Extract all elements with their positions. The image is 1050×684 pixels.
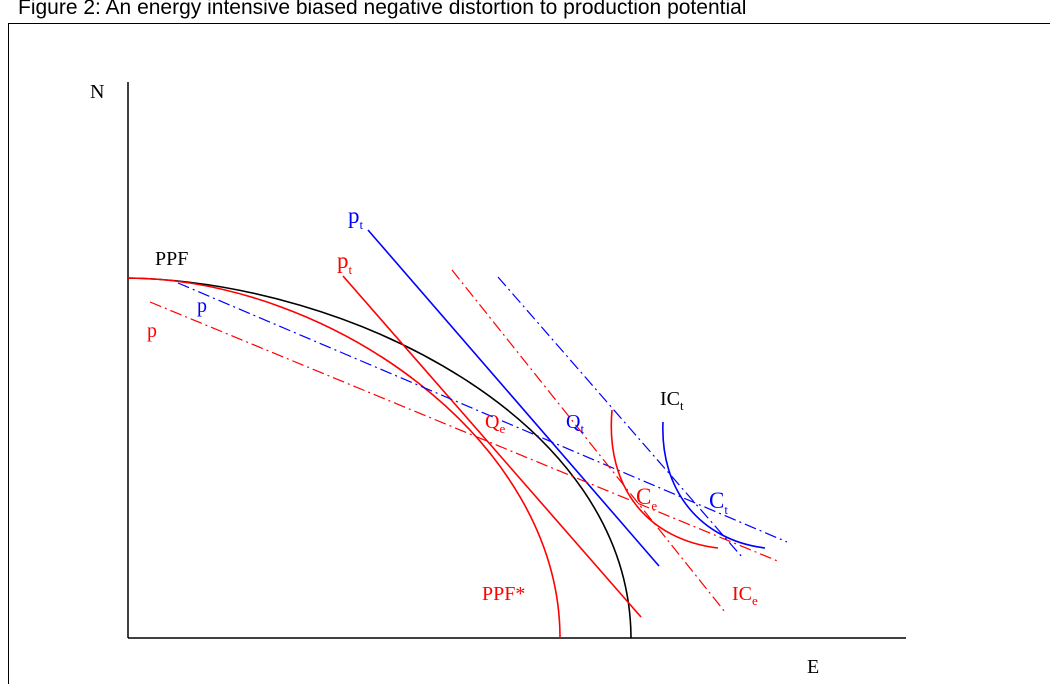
y-axis-label: N	[90, 81, 104, 103]
p-blue-label: p	[197, 295, 207, 317]
pt-blue-parallel-line	[497, 276, 743, 558]
figure-frame	[8, 23, 1050, 684]
ic-e-label: ICe	[732, 583, 758, 608]
ppf-star-label: PPF*	[482, 583, 525, 605]
figure-title: Figure 2: An energy intensive biased neg…	[18, 0, 747, 19]
p-blue-line	[177, 282, 788, 543]
ic-e-curve	[610, 409, 719, 549]
p-red-line	[149, 301, 781, 563]
ppf-label: PPF	[155, 248, 188, 270]
pt-blue-label: pt	[348, 203, 364, 232]
x-axis-label: E	[807, 656, 819, 678]
c-t-label: Ct	[709, 488, 728, 517]
ic-t-label: ICt	[660, 388, 684, 413]
pt-blue-line	[367, 229, 660, 567]
pt-red-label: pt	[337, 248, 353, 277]
q-e-label: Qe	[485, 411, 505, 436]
pt-red-line	[342, 275, 642, 618]
c-e-label: Ce	[636, 484, 657, 513]
ic-t-curve	[662, 421, 766, 549]
pt-red-parallel-line	[451, 269, 726, 613]
ppf-star-curve	[127, 277, 561, 639]
ppf-curve	[127, 277, 632, 639]
p-red-label: p	[147, 320, 157, 342]
q-t-label: Qt	[566, 411, 584, 436]
